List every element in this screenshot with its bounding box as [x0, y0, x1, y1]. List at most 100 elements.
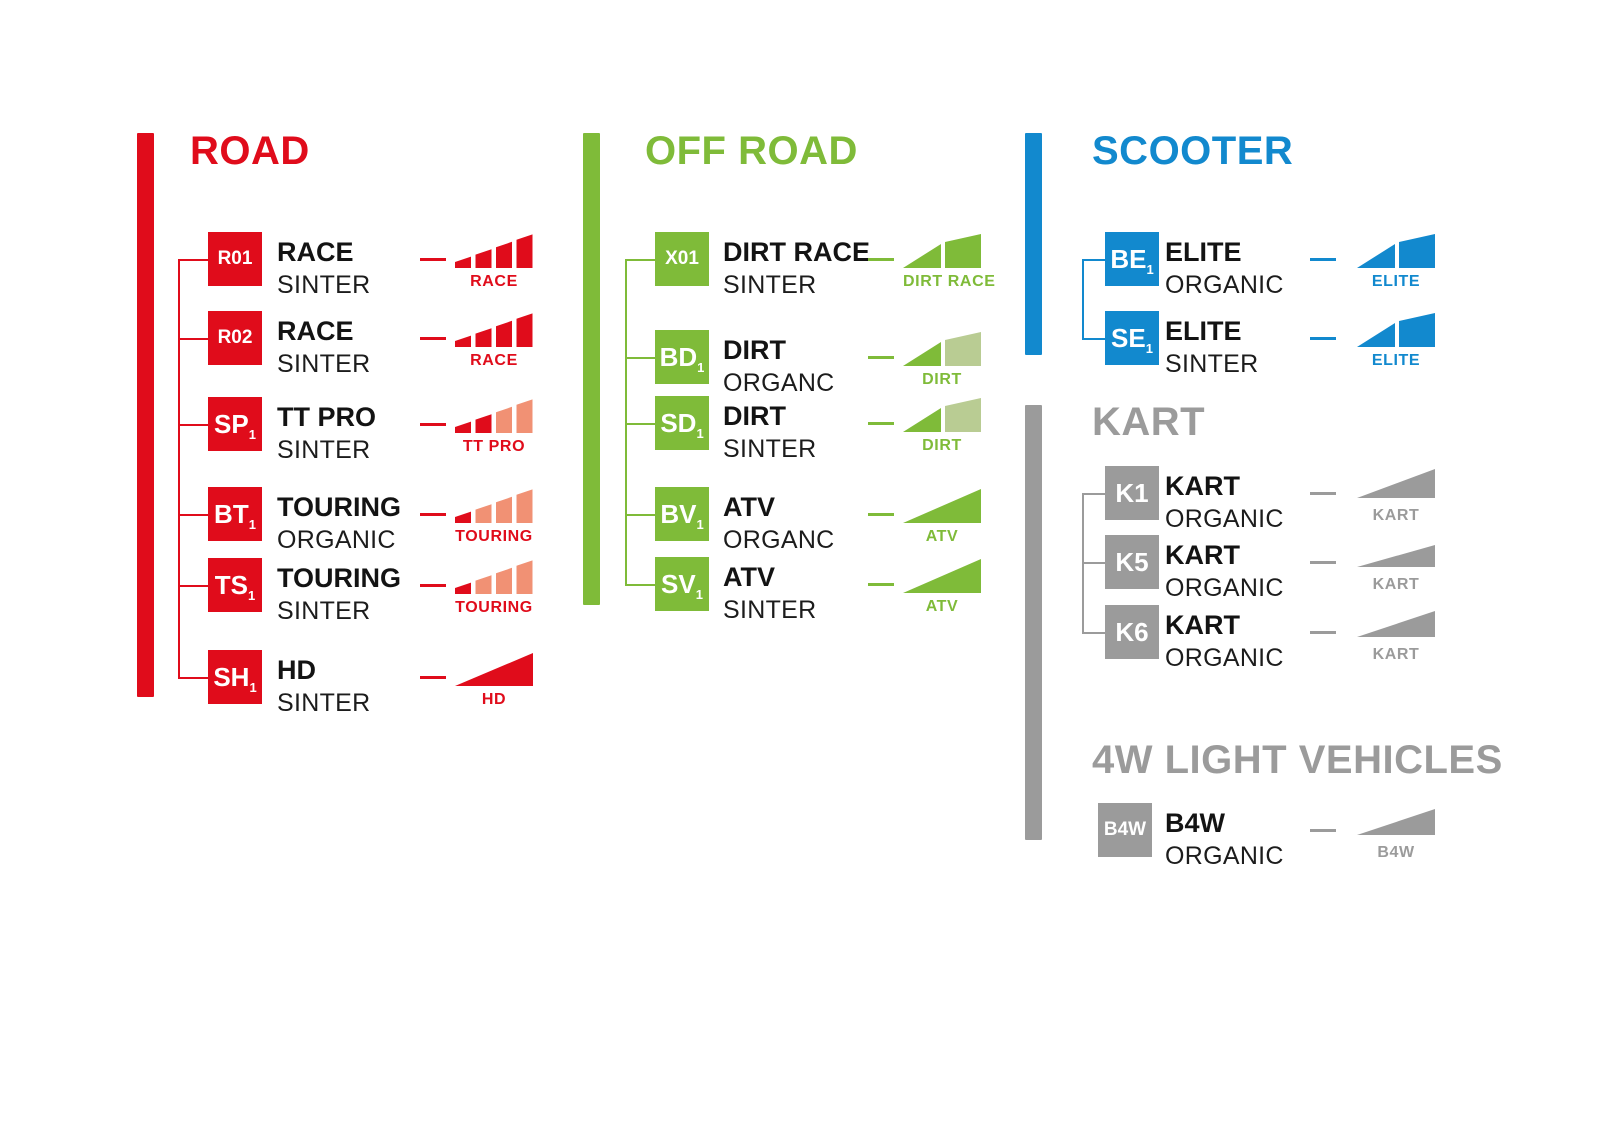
tree-connector-spine-scooter	[1082, 259, 1084, 338]
tree-connector-stub	[178, 585, 208, 587]
performance-level-icon	[455, 560, 533, 594]
product-code-chip[interactable]: SH1	[208, 650, 262, 704]
tree-connector-stub	[1082, 493, 1105, 495]
performance-level-icon	[903, 398, 981, 432]
product-code-text: X01	[665, 248, 699, 269]
product-family-name: KART	[1165, 610, 1240, 640]
performance-level-icon	[1357, 468, 1435, 498]
performance-level-icon	[455, 234, 533, 268]
tree-connector-stub	[625, 259, 655, 261]
product-family-name: B4W	[1165, 808, 1225, 838]
product-material: SINTER	[277, 436, 371, 464]
product-family-name: RACE	[277, 316, 354, 346]
tree-connector-stub	[625, 584, 655, 586]
product-code-text: SP	[214, 409, 249, 439]
product-code-chip[interactable]: K6	[1105, 605, 1159, 659]
product-material: ORGANC	[723, 369, 835, 397]
row-dash-separator	[1310, 631, 1336, 634]
product-code-chip[interactable]: BT1	[208, 487, 262, 541]
performance-level-label: RACE	[470, 273, 518, 290]
product-family-name: ELITE	[1165, 237, 1242, 267]
product-family-name: KART	[1165, 540, 1240, 570]
row-dash-separator	[868, 422, 894, 425]
row-dash-separator	[1310, 337, 1336, 340]
row-dash-separator	[420, 258, 446, 261]
product-material: SINTER	[277, 689, 371, 717]
product-code-chip[interactable]: SD1	[655, 396, 709, 450]
product-code-text: K5	[1115, 547, 1149, 577]
tree-connector-stub	[178, 514, 208, 516]
section-title-scooter: SCOOTER	[1092, 129, 1294, 173]
product-family-name: DIRT	[723, 401, 786, 431]
row-dash-separator	[868, 513, 894, 516]
section-accent-bar-road	[137, 133, 154, 697]
product-code-chip[interactable]: SV1	[655, 557, 709, 611]
product-code-chip[interactable]: TS1	[208, 558, 262, 612]
performance-level-label: DIRT RACE	[903, 273, 996, 290]
tree-connector-stub	[1082, 259, 1105, 261]
product-material: SINTER	[1165, 350, 1259, 378]
performance-level-label: DIRT	[922, 437, 962, 454]
tree-connector-spine-road	[178, 259, 180, 677]
product-code-chip[interactable]: SP1	[208, 397, 262, 451]
row-dash-separator	[420, 676, 446, 679]
product-code-text: SE	[1111, 323, 1146, 353]
product-material: SINTER	[277, 597, 371, 625]
product-family-name: HD	[277, 655, 316, 685]
product-code-text: BE	[1110, 244, 1147, 274]
tree-connector-stub	[178, 424, 208, 426]
product-code-text: SD	[660, 408, 697, 438]
product-family-name: KART	[1165, 471, 1240, 501]
row-dash-separator	[1310, 258, 1336, 261]
product-code-chip[interactable]: B4W	[1098, 803, 1152, 857]
performance-level-label: KART	[1372, 507, 1420, 524]
performance-level-icon	[1357, 805, 1435, 835]
product-code-subscript: 1	[248, 517, 256, 533]
section-accent-bar-offroad	[583, 133, 600, 605]
tree-connector-spine-offroad	[625, 259, 627, 584]
performance-level-icon	[455, 652, 533, 686]
row-dash-separator	[420, 513, 446, 516]
product-code-text: R02	[217, 327, 253, 348]
performance-level-label: KART	[1372, 576, 1420, 593]
performance-level-icon	[903, 559, 981, 593]
section-title-kart: KART	[1092, 400, 1206, 444]
product-code-chip[interactable]: R02	[208, 311, 262, 365]
product-code-chip[interactable]: K5	[1105, 535, 1159, 589]
product-family-name: TOURING	[277, 492, 402, 522]
product-code-subscript: 1	[696, 426, 704, 442]
product-material: SINTER	[723, 271, 817, 299]
product-code-subscript: 1	[696, 517, 704, 533]
product-code-chip[interactable]: R01	[208, 232, 262, 286]
tree-connector-stub	[625, 357, 655, 359]
product-code-chip[interactable]: K1	[1105, 466, 1159, 520]
product-family-name: DIRT	[723, 335, 786, 365]
performance-level-label: ATV	[925, 598, 959, 615]
product-code-text: SH	[213, 662, 250, 692]
product-material: ORGANIC	[1165, 842, 1284, 870]
performance-level-icon	[903, 489, 981, 523]
product-code-chip[interactable]: BD1	[655, 330, 709, 384]
tree-connector-stub	[178, 259, 208, 261]
product-code-chip[interactable]: X01	[655, 232, 709, 286]
product-material: SINTER	[277, 271, 371, 299]
tree-connector-stub	[1082, 632, 1105, 634]
product-family-name: DIRT RACE	[723, 237, 870, 267]
performance-level-icon	[1357, 537, 1435, 567]
product-code-subscript: 1	[248, 427, 256, 443]
section-accent-bar-kart	[1025, 405, 1042, 840]
product-code-text: TS	[214, 570, 248, 600]
performance-level-icon	[903, 234, 981, 268]
row-dash-separator	[1310, 561, 1336, 564]
performance-level-label: TOURING	[455, 528, 533, 545]
performance-level-icon	[903, 332, 981, 366]
row-dash-separator	[420, 584, 446, 587]
product-code-chip[interactable]: BV1	[655, 487, 709, 541]
tree-connector-stub	[178, 338, 208, 340]
performance-level-label: ELITE	[1371, 352, 1421, 369]
performance-level-label: HD	[481, 691, 507, 708]
product-code-chip[interactable]: SE1	[1105, 311, 1159, 365]
product-code-subscript: 1	[1146, 262, 1154, 278]
product-code-chip[interactable]: BE1	[1105, 232, 1159, 286]
